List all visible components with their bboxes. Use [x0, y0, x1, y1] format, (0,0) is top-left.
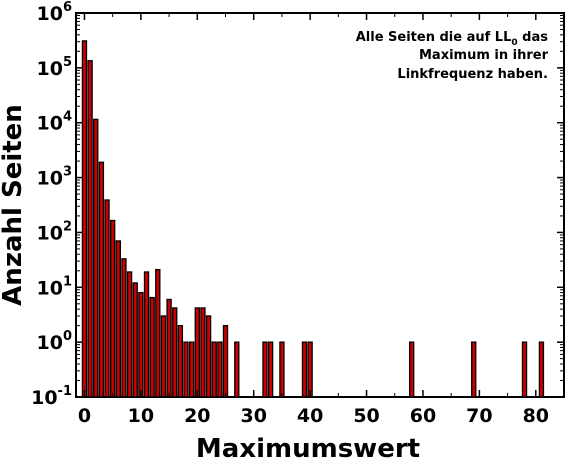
bar [194, 307, 200, 398]
bar [104, 199, 110, 398]
bars [81, 40, 545, 398]
bar [138, 291, 144, 398]
y-tick-label: 106 [37, 0, 73, 25]
bar [279, 341, 285, 398]
y-tick-label: 10-1 [31, 384, 72, 409]
y-tick-label: 104 [37, 110, 73, 135]
bar [160, 315, 167, 398]
bar [211, 341, 217, 398]
bar [234, 341, 240, 398]
bar [121, 258, 127, 398]
bar [115, 240, 121, 398]
bar [471, 341, 477, 398]
bar [132, 282, 138, 398]
y-tick-label: 100 [37, 329, 73, 354]
y-tick-label: 103 [37, 165, 73, 190]
bar [166, 298, 172, 398]
x-tick-label: 0 [78, 405, 91, 427]
bar [188, 341, 195, 398]
bar [217, 341, 223, 398]
y-tick-label: 105 [37, 55, 73, 80]
bar [267, 341, 274, 398]
x-tick-label: 10 [128, 405, 154, 427]
plot-frame [75, 12, 565, 398]
y-tick-label: 102 [37, 219, 73, 244]
bar [183, 341, 189, 398]
x-ticks: 0 10 20 30 40 50 60 70 80 [78, 13, 549, 427]
bar [93, 118, 99, 398]
y-ticks: 10-1 100 101 102 103 104 105 106 [31, 0, 564, 409]
x-tick-label: 60 [410, 405, 436, 427]
x-axis-label: Maximumswert [196, 434, 420, 459]
bar [155, 268, 161, 398]
annotation-line-2: Maximum in ihrer [419, 48, 549, 63]
bar [143, 271, 150, 398]
bar [126, 271, 133, 398]
bar [408, 341, 415, 398]
bar [200, 307, 206, 398]
bar [521, 341, 528, 398]
bar [109, 219, 116, 398]
bar [222, 324, 229, 398]
y-tick-label: 101 [37, 274, 73, 299]
bar [538, 341, 545, 398]
annotation-line-1: Alle Seiten die auf LL0 das [356, 30, 549, 48]
x-tick-label: 50 [353, 405, 379, 427]
bar [262, 341, 268, 398]
bar [205, 315, 212, 398]
x-tick-label: 70 [466, 405, 492, 427]
y-axis-label: Anzahl Seiten [0, 104, 28, 306]
bar [98, 161, 105, 398]
bar [81, 40, 88, 398]
bar [87, 60, 93, 398]
annotation-line-3: Linkfrequenz haben. [397, 67, 548, 82]
x-tick-label: 80 [523, 405, 549, 427]
x-tick-label: 30 [240, 405, 266, 427]
bar [177, 324, 184, 398]
bar [307, 341, 313, 398]
bar [149, 296, 155, 398]
bar [172, 307, 178, 398]
bar [301, 341, 308, 398]
x-tick-label: 40 [297, 405, 323, 427]
x-tick-label: 20 [184, 405, 210, 427]
